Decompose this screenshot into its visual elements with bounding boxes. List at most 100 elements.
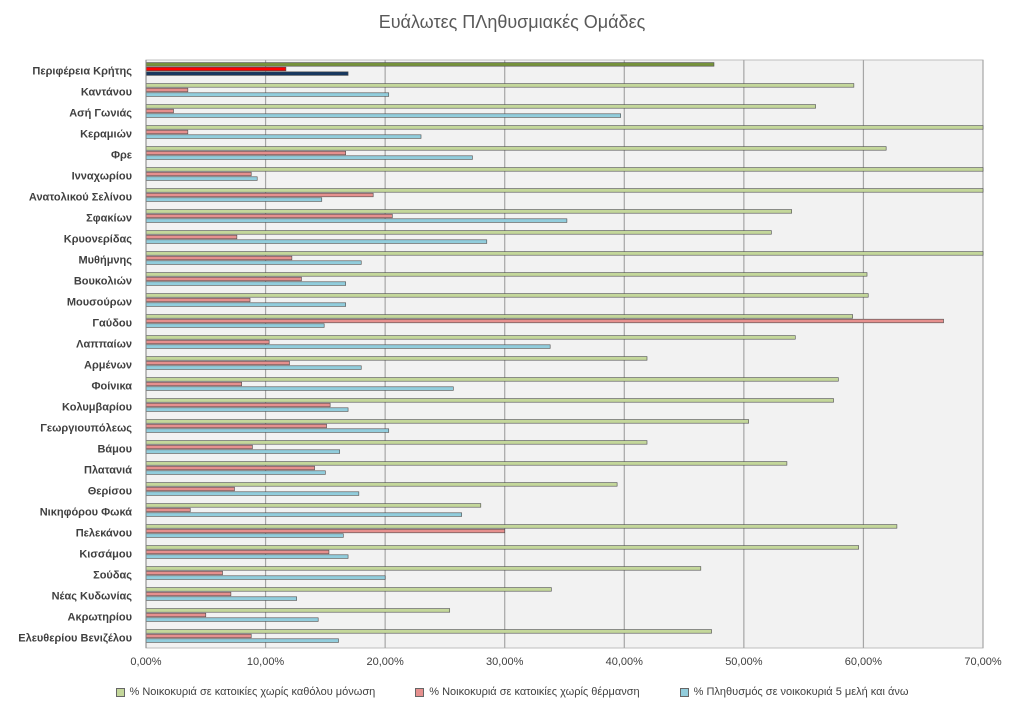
- bar: [145, 167, 984, 172]
- bar: [145, 209, 792, 214]
- bar: [145, 339, 270, 345]
- bar: [145, 491, 360, 496]
- bar: [145, 218, 568, 223]
- bar: [145, 192, 374, 198]
- category-label: Ακρωτηρίου: [68, 612, 132, 624]
- bar: [145, 297, 251, 303]
- bar: [145, 575, 386, 580]
- legend-swatch: [115, 687, 125, 697]
- category-label: Γαύδου: [92, 318, 132, 330]
- bar: [145, 608, 451, 613]
- bar: [145, 402, 331, 408]
- category-label: Μουσούρων: [67, 297, 132, 309]
- bar: [145, 428, 390, 433]
- category-label: Περιφέρεια Κρήτης: [32, 66, 132, 78]
- legend-swatch: [679, 687, 689, 697]
- bar: [145, 104, 816, 109]
- category-label: Κολυμβαρίου: [62, 402, 132, 414]
- category-label: Ελευθερίου Βενιζέλου: [18, 633, 132, 645]
- legend-label: % Πληθυσμός σε νοικοκυριά 5 μελή και άνω: [693, 686, 909, 698]
- bar: [145, 566, 702, 571]
- bar: [145, 444, 253, 450]
- bar: [145, 365, 362, 370]
- legend-swatch: [415, 687, 425, 697]
- bar: [145, 407, 349, 412]
- bar: [145, 449, 341, 454]
- bar: [145, 234, 238, 240]
- x-tick-label: 40,00%: [606, 656, 644, 668]
- bar: [145, 423, 327, 429]
- category-label: Αρμένων: [84, 360, 132, 372]
- legend-item: % Νοικοκυριά σε κατοικίες χωρίς καθόλου …: [115, 686, 376, 698]
- bar: [145, 335, 796, 340]
- bar: [145, 554, 349, 559]
- bar: [145, 92, 390, 97]
- bar: [145, 419, 749, 424]
- bar: [145, 486, 235, 492]
- bar: [145, 108, 174, 114]
- category-label: Ανατολικού Σελίνου: [29, 192, 132, 204]
- category-label: Σούδας: [93, 570, 132, 582]
- category-label: Νικηφόρου Φωκά: [40, 507, 133, 519]
- bar: [145, 113, 621, 118]
- bar: [145, 440, 648, 445]
- bar: [145, 596, 297, 601]
- bar: [145, 87, 189, 93]
- bar: [145, 293, 869, 298]
- category-label: Φοίνικα: [91, 381, 132, 393]
- bar: [145, 146, 887, 151]
- bar: [145, 188, 984, 193]
- chart-title: Ευάλωτες ΠΛηθυσμιακές Ομάδες: [378, 12, 646, 32]
- bar: [145, 482, 618, 487]
- x-tick-label: 70,00%: [964, 656, 1002, 668]
- x-tick-label: 60,00%: [845, 656, 883, 668]
- bar: [145, 260, 362, 265]
- bar: [145, 83, 855, 88]
- bar: [145, 323, 325, 328]
- legend-item: % Νοικοκυριά σε κατοικίες χωρίς θέρμανση: [415, 686, 640, 698]
- legend-label: % Νοικοκυριά σε κατοικίες χωρίς θέρμανση: [429, 686, 640, 698]
- bar: [145, 524, 898, 529]
- category-label: Πελεκάνου: [76, 528, 132, 540]
- category-label: Ινναχωρίου: [72, 171, 132, 183]
- bar: [145, 638, 339, 643]
- bar: [145, 612, 207, 618]
- x-tick-label: 50,00%: [725, 656, 763, 668]
- x-tick-label: 20,00%: [366, 656, 404, 668]
- bar: [145, 386, 454, 391]
- category-label: Βάμου: [97, 444, 132, 456]
- bar: [145, 633, 252, 639]
- bar: [145, 314, 853, 319]
- bar: [145, 125, 984, 130]
- bar: [145, 129, 189, 135]
- bar: [145, 470, 326, 475]
- bar: [145, 255, 293, 261]
- bar: [145, 62, 715, 67]
- bar: [145, 171, 252, 177]
- bar: [145, 344, 551, 349]
- x-tick-label: 10,00%: [247, 656, 285, 668]
- category-label: Κρυονερίδας: [64, 234, 133, 246]
- category-label: Ασή Γωνιάς: [69, 108, 132, 120]
- bar: [145, 528, 506, 534]
- category-label: Καντάνου: [81, 87, 132, 99]
- bar: [145, 276, 302, 282]
- legend: % Νοικοκυριά σε κατοικίες χωρίς καθόλου …: [0, 686, 1024, 698]
- bar: [145, 377, 839, 382]
- bar: [145, 197, 323, 202]
- bar: [145, 545, 859, 550]
- category-label: Γεωργιουπόλεως: [40, 423, 132, 435]
- bar: [145, 155, 473, 160]
- bar: [145, 507, 191, 513]
- bar: [145, 465, 315, 471]
- bar: [145, 66, 287, 72]
- bar: [145, 213, 393, 219]
- bar: [145, 302, 346, 307]
- bar: [145, 251, 984, 256]
- legend-label: % Νοικοκυριά σε κατοικίες χωρίς καθόλου …: [129, 686, 376, 698]
- category-label: Μυθήμνης: [78, 255, 132, 267]
- bar: [145, 629, 712, 634]
- bar: [145, 398, 834, 403]
